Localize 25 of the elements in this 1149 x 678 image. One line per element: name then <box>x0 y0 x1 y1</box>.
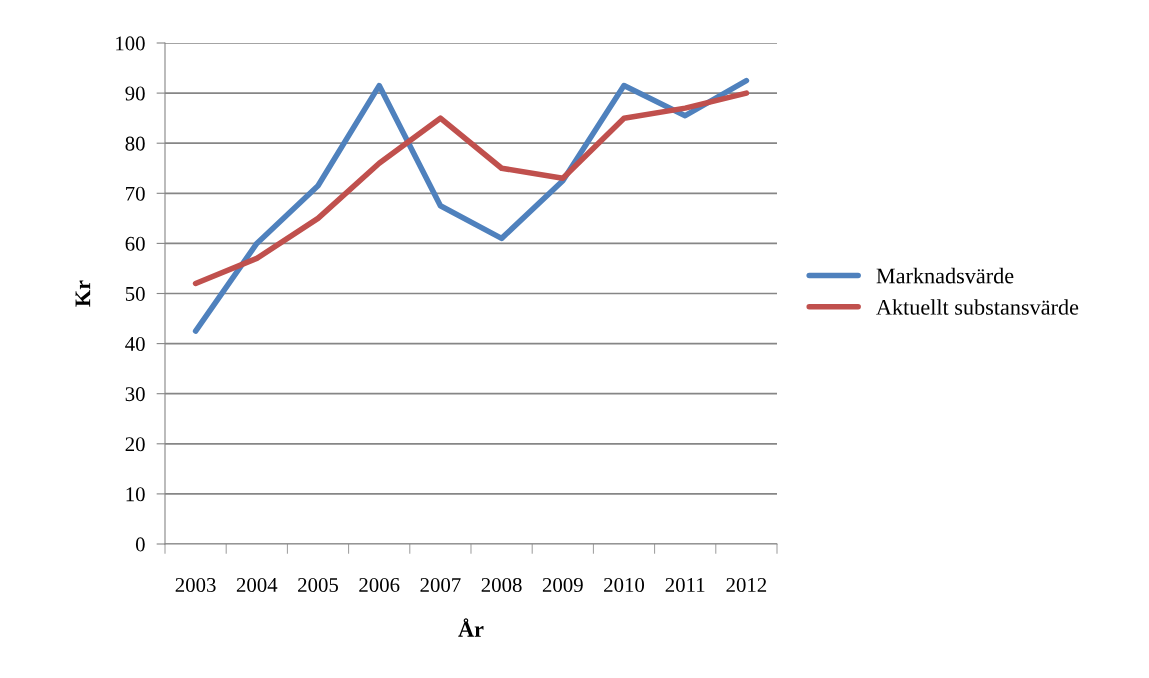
y-tick-label: 60 <box>125 236 145 251</box>
x-tick-label: 2010 <box>604 577 645 592</box>
y-tick-label: 80 <box>125 136 145 151</box>
x-tick-label: 2011 <box>665 577 705 592</box>
y-tick-label: 10 <box>126 487 145 502</box>
legend-label: Aktuellt substansvärde <box>876 299 1079 315</box>
x-tick-label: 2004 <box>236 577 278 592</box>
y-tick-label: 90 <box>125 86 145 101</box>
x-tick-label: 2003 <box>175 577 216 592</box>
y-tick-label: 70 <box>126 186 145 201</box>
x-tick-label: 2009 <box>542 577 583 592</box>
y-tick-label: 0 <box>135 537 145 552</box>
y-tick-label: 30 <box>125 387 145 402</box>
x-tick-label: 2005 <box>298 577 339 592</box>
y-tick-label: 100 <box>116 36 145 51</box>
x-axis-title: År <box>458 618 484 637</box>
y-tick-label: 50 <box>125 286 145 301</box>
x-tick-label: 2007 <box>420 577 461 592</box>
y-axis-title: Kr <box>75 280 91 307</box>
x-tick-label: 2006 <box>359 577 400 592</box>
x-tick-label: 2008 <box>481 577 522 592</box>
y-tick-label: 40 <box>125 336 145 352</box>
y-tick-label: 20 <box>125 437 145 452</box>
legend-label: Marknadsvärde <box>876 267 1014 284</box>
x-tick-label: 2012 <box>726 577 767 592</box>
